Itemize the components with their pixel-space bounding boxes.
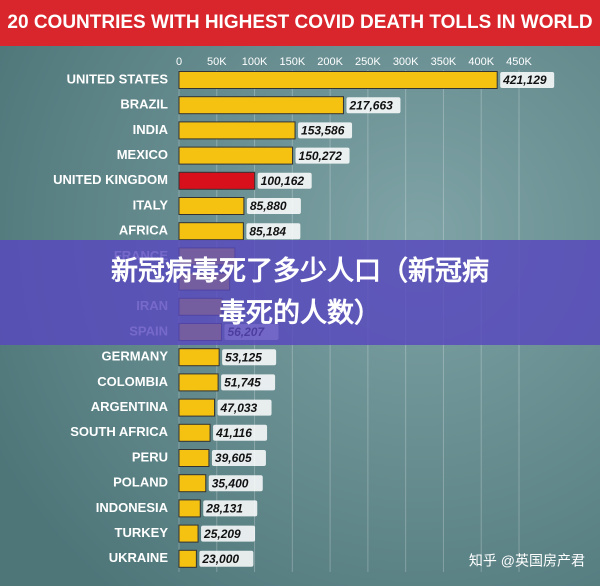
value-label-bg [298, 122, 353, 139]
value-label-bg [217, 399, 272, 416]
bar [178, 222, 244, 241]
value-label-bg [500, 72, 555, 88]
watermark: 知乎 @英国房产君 [469, 553, 585, 569]
y-tick-label: POLAND [113, 475, 168, 490]
value-label: 23,000 [201, 552, 239, 566]
x-tick-label: 350K [431, 56, 457, 68]
value-label: 28,131 [205, 502, 243, 516]
x-tick-label: 0 [176, 56, 182, 68]
y-tick-label: AFRICA [119, 223, 169, 238]
value-label: 47,033 [220, 401, 258, 415]
value-label-bg [211, 450, 266, 466]
bar [178, 474, 207, 493]
y-tick-label: COLOMBIA [97, 374, 168, 389]
x-tick-label: 300K [393, 56, 419, 68]
chart-title: 20 COUNTRIES WITH HIGHEST COVID DEATH TO… [7, 12, 592, 33]
value-label-bg [201, 525, 256, 542]
bar [178, 146, 294, 165]
value-label: 85,880 [250, 199, 287, 213]
x-tick-label: 250K [355, 56, 381, 68]
x-tick-label: 200K [317, 56, 343, 68]
value-label-bg [203, 500, 258, 517]
value-label: 41,116 [215, 426, 252, 440]
bar [178, 549, 197, 568]
value-label-bg [221, 374, 276, 391]
value-label: 25,209 [203, 527, 241, 541]
bar [178, 348, 220, 367]
bar [178, 96, 344, 115]
y-tick-label: UNITED KINGDOM [53, 172, 168, 187]
bar [178, 499, 201, 518]
bar [178, 449, 210, 467]
y-tick-label: ITALY [133, 197, 169, 212]
value-label-bg [257, 172, 312, 189]
value-label-bg [213, 424, 268, 441]
y-tick-label: INDIA [133, 122, 169, 137]
x-tick-label: 150K [279, 56, 305, 68]
value-label: 150,272 [299, 149, 343, 163]
y-tick-label: UKRAINE [109, 550, 169, 565]
y-tick-label: BRAZIL [120, 97, 168, 112]
bar [178, 373, 219, 392]
x-tick-label: 450K [506, 56, 532, 68]
y-tick-label: INDONESIA [96, 500, 169, 515]
y-tick-label: GERMANY [102, 349, 169, 364]
x-tick-label: 50K [207, 56, 227, 68]
value-label: 217,663 [348, 98, 393, 112]
bar [178, 171, 256, 190]
value-label: 85,184 [249, 224, 286, 238]
value-label: 421,129 [502, 73, 547, 87]
bar [178, 197, 245, 215]
bar [178, 121, 296, 140]
value-label-bg [199, 550, 254, 567]
bar [178, 423, 211, 442]
value-label: 51,745 [224, 376, 261, 390]
bar [178, 71, 498, 89]
value-label-bg [346, 97, 401, 114]
y-tick-label: UNITED STATES [67, 71, 169, 86]
value-label: 100,162 [261, 174, 305, 188]
value-label: 35,400 [212, 476, 249, 490]
x-tick-label: 400K [468, 56, 494, 68]
value-label-bg [295, 147, 350, 164]
bar [178, 398, 216, 417]
overlay-text: 毒死的人数） [219, 297, 381, 328]
value-label: 153,586 [301, 124, 345, 138]
overlay-band [0, 240, 600, 345]
value-label-bg [208, 475, 263, 492]
y-tick-label: SOUTH AFRICA [70, 424, 168, 439]
value-label-bg [246, 198, 301, 214]
y-tick-label: ARGENTINA [91, 399, 169, 414]
x-tick-label: 100K [242, 56, 268, 68]
title-bar [0, 0, 600, 46]
y-tick-label: MEXICO [117, 147, 168, 162]
value-label-bg [246, 223, 301, 240]
overlay-text: 新冠病毒死了多少人口（新冠病 [111, 255, 489, 286]
y-tick-label: PERU [132, 449, 168, 464]
value-label: 39,605 [215, 451, 252, 465]
value-label-bg [222, 349, 277, 366]
bar [178, 524, 199, 543]
value-label: 53,125 [225, 350, 262, 364]
y-tick-label: TURKEY [115, 525, 169, 540]
